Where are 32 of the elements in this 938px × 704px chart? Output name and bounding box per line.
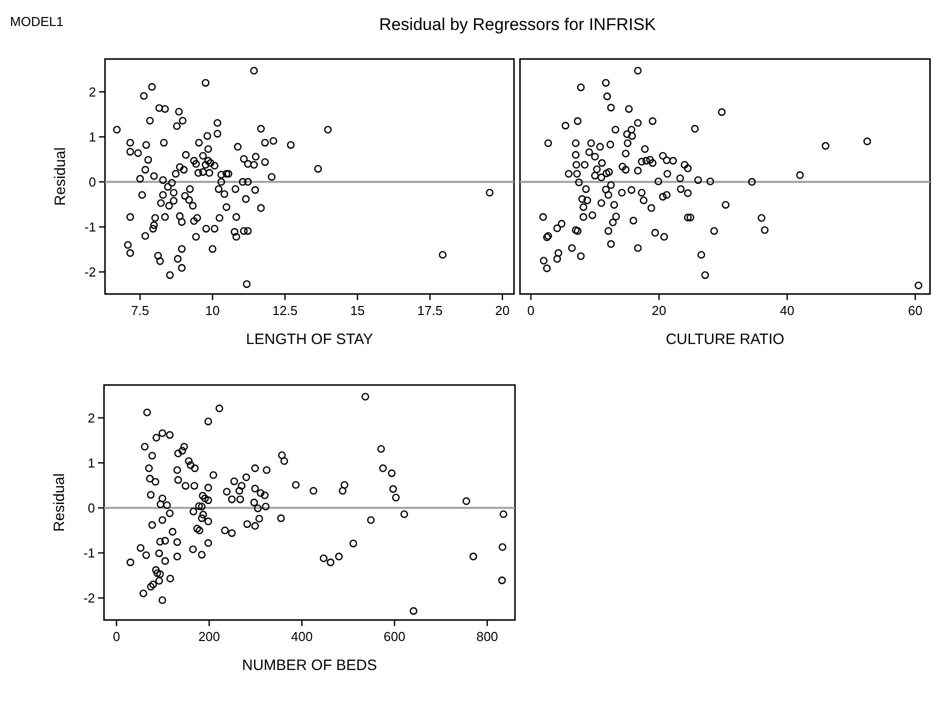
x-tick-label: 17.5 <box>417 303 443 318</box>
x-axis-title: NUMBER OF BEDS <box>242 657 378 674</box>
y-tick-label: 0 <box>88 174 96 190</box>
x-tick-label: 0 <box>527 303 535 318</box>
y-tick-label: 2 <box>88 410 95 426</box>
x-tick-label: 60 <box>908 303 922 318</box>
y-tick-label: 2 <box>88 84 96 100</box>
chart-title: Residual by Regressors for INFRISK <box>379 15 657 34</box>
y-tick-label: -1 <box>84 219 96 234</box>
y-tick-label: 1 <box>88 129 96 144</box>
x-tick-label: 20 <box>495 303 510 318</box>
y-axis-title: Residual <box>52 147 69 206</box>
x-tick-label: 800 <box>476 629 498 644</box>
x-tick-label: 7.5 <box>131 303 150 318</box>
x-tick-label: 20 <box>652 303 666 318</box>
x-tick-label: 10 <box>205 303 220 318</box>
y-axis-title: Residual <box>51 473 68 532</box>
y-tick-label: 1 <box>88 455 95 470</box>
x-tick-label: 15 <box>350 303 365 318</box>
x-tick-label: 600 <box>384 629 406 644</box>
x-tick-label: 40 <box>780 303 794 318</box>
text: MODEL1 <box>10 14 64 29</box>
y-tick-label: -1 <box>83 545 95 560</box>
x-axis-title: LENGTH OF STAY <box>246 331 373 348</box>
x-tick-label: 12.5 <box>272 303 298 318</box>
y-tick-label: -2 <box>84 264 96 280</box>
x-axis-title: CULTURE RATIO <box>666 331 784 348</box>
x-tick-label: 0 <box>112 629 120 644</box>
x-tick-label: 200 <box>198 629 220 644</box>
y-tick-label: -2 <box>83 590 95 606</box>
y-tick-label: 0 <box>88 500 95 516</box>
x-tick-label: 400 <box>291 629 313 644</box>
